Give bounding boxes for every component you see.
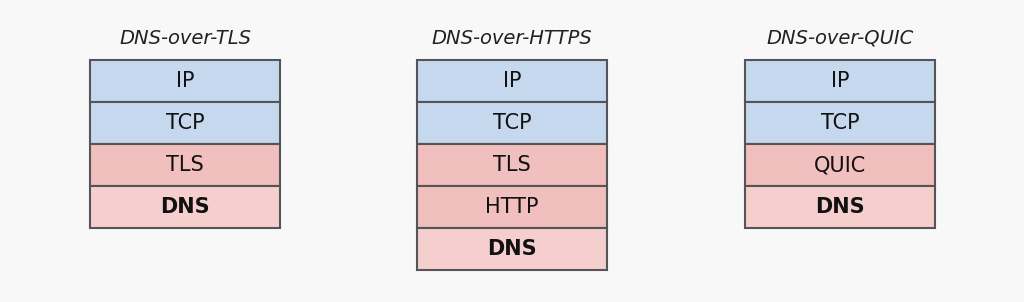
Text: TCP: TCP xyxy=(820,113,859,133)
Text: QUIC: QUIC xyxy=(814,155,866,175)
Text: DNS-over-TLS: DNS-over-TLS xyxy=(119,28,251,47)
Bar xyxy=(90,102,280,144)
Bar xyxy=(417,228,607,270)
Bar xyxy=(417,186,607,228)
Text: TCP: TCP xyxy=(166,113,205,133)
Bar xyxy=(90,60,280,102)
Text: DNS-over-HTTPS: DNS-over-HTTPS xyxy=(432,28,592,47)
Text: DNS: DNS xyxy=(487,239,537,259)
Text: DNS: DNS xyxy=(815,197,865,217)
Text: IP: IP xyxy=(176,71,195,91)
Bar xyxy=(90,186,280,228)
Text: TLS: TLS xyxy=(166,155,204,175)
Text: DNS-over-QUIC: DNS-over-QUIC xyxy=(766,28,913,47)
Text: TLS: TLS xyxy=(494,155,530,175)
Bar xyxy=(417,144,607,186)
Text: DNS: DNS xyxy=(160,197,210,217)
Bar xyxy=(90,144,280,186)
Bar xyxy=(417,60,607,102)
Bar xyxy=(745,60,935,102)
Text: HTTP: HTTP xyxy=(485,197,539,217)
Text: TCP: TCP xyxy=(493,113,531,133)
Bar xyxy=(745,186,935,228)
Text: IP: IP xyxy=(503,71,521,91)
Bar xyxy=(417,102,607,144)
Bar xyxy=(745,144,935,186)
Bar xyxy=(745,102,935,144)
Text: IP: IP xyxy=(830,71,849,91)
